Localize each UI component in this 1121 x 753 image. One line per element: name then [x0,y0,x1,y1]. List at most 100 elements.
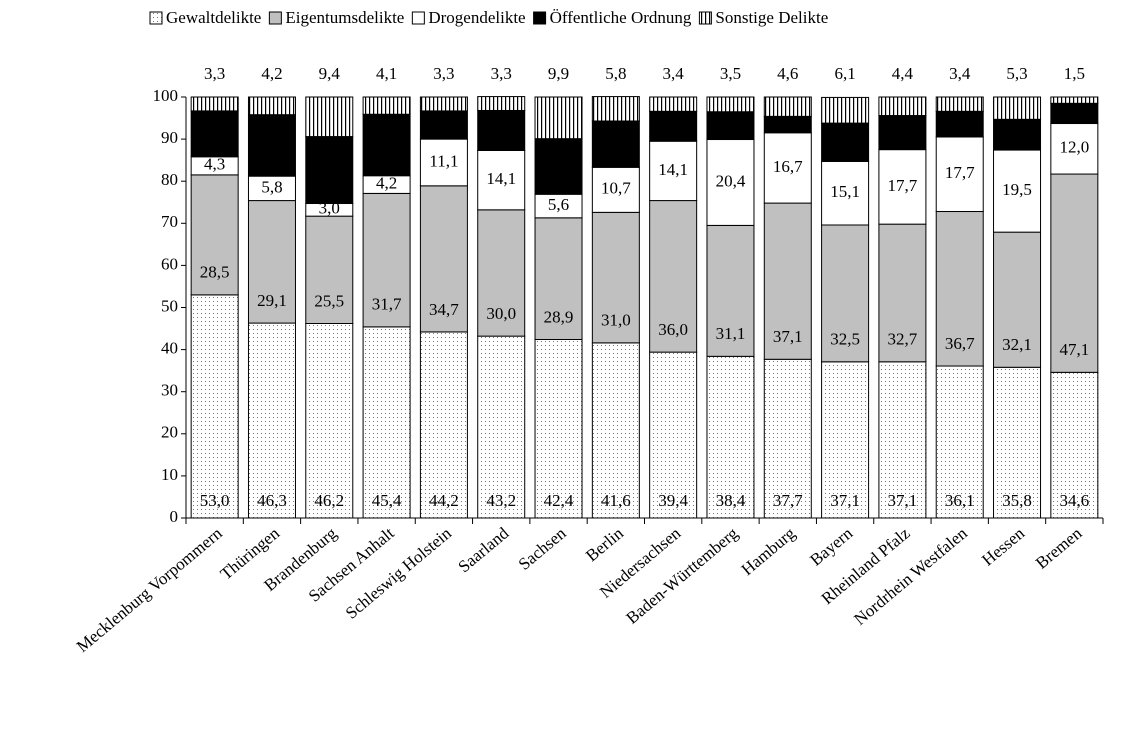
value-label: 46,3 [257,491,287,510]
bar-segment [878,361,927,519]
value-label: 37,1 [830,491,860,510]
bar-segment [649,96,698,112]
y-tick-label: 40 [161,339,178,358]
value-label: 20,4 [716,171,746,190]
bar-segment [935,96,984,112]
value-label: 35,8 [1002,491,1032,510]
legend-label: Eigentumsdelikte [285,8,404,27]
bar-segment [706,139,755,226]
value-label: 13,2 [544,155,574,174]
bar-segment [419,138,468,187]
bar-segment [247,114,296,177]
y-tick-label: 80 [161,170,178,189]
bar-segment [247,200,296,324]
y-tick-label: 30 [161,381,178,400]
legend-label: Öffentliche Ordnung [550,8,692,27]
legend-label: Drogendelikte [428,8,525,27]
x-tick-label: Bayern [806,523,856,569]
value-label: 7,1 [663,115,684,134]
y-tick-label: 10 [161,465,178,484]
bar-segment [821,361,870,519]
bar-segment [362,192,411,328]
bar-segment [591,166,640,213]
value-label: 7,3 [1006,124,1027,143]
bar-segment [247,96,296,116]
bar-segment [477,96,526,111]
value-label: 6,6 [720,115,741,134]
value-label: 6,1 [834,64,855,83]
value-label: 4,8 [1064,102,1085,121]
value-label: 11,1 [429,151,458,170]
value-label: 15,1 [830,182,860,201]
legend-swatch [149,11,163,25]
value-label: 47,1 [1059,340,1089,359]
value-label: 14,1 [486,169,516,188]
value-label: 3,9 [777,113,798,132]
bar-segment [1050,96,1099,104]
bar-segment [763,358,812,519]
value-label: 6,7 [433,114,455,133]
bar-segment [821,160,870,226]
bar-segment [477,335,526,519]
value-label: 30,0 [486,304,516,323]
value-label: 9,4 [319,64,341,83]
bar-segment [821,96,870,124]
x-tick-label: Sachsen [515,523,570,574]
value-label: 31,0 [601,311,631,330]
value-label: 31,1 [716,324,746,343]
value-label: 25,5 [314,291,344,310]
bar-segment [935,136,984,213]
bar-segment [534,138,583,195]
bar-segment [706,224,755,357]
value-label: 36,7 [945,334,975,353]
bar-segment [706,111,755,141]
value-label: 37,7 [773,491,803,510]
legend-swatch [268,11,282,25]
bar-segment [305,136,354,205]
value-label: 5,3 [1006,64,1027,83]
y-tick-label: 20 [161,423,178,442]
value-label: 10,9 [200,123,230,142]
y-tick-label: 60 [161,254,178,273]
bar-segment [305,322,354,519]
value-label: 31,7 [372,295,402,314]
bar-segment [591,96,640,122]
bar-segment [477,149,526,211]
bar-segment [706,355,755,519]
x-tick-label: Hessen [978,523,1028,569]
bar-segment [419,96,468,112]
value-label: 39,4 [658,491,688,510]
value-label: 38,4 [716,491,746,510]
value-label: 12,0 [1059,138,1089,157]
value-label: 3,3 [204,64,225,83]
legend-swatch [698,11,712,25]
bar-segment [419,331,468,519]
legend-swatch [411,11,425,25]
y-tick-label: 0 [170,507,179,526]
bar-segment [534,338,583,519]
bar-segment [362,326,411,519]
value-label: 9,5 [491,119,512,138]
value-label: 34,6 [1059,491,1089,510]
bar-segment [763,132,812,204]
bar-segment [878,96,927,117]
bar-segment [247,322,296,519]
value-label: 28,9 [544,307,574,326]
value-label: 9,9 [548,64,569,83]
y-tick-label: 50 [161,296,178,315]
bar-segment [362,113,411,177]
y-tick-label: 100 [153,86,179,105]
value-label: 4,3 [204,155,225,174]
bar-segment [649,110,698,142]
bar-segment [878,149,927,225]
value-label: 46,2 [314,491,344,510]
value-label: 37,1 [773,327,803,346]
bar-segment [649,200,698,353]
x-tick-label: Hamburg [738,523,800,579]
y-tick-label: 90 [161,128,178,147]
x-tick-label: Saarland [455,523,513,576]
bar-segment [534,96,583,140]
value-label: 10,7 [601,179,631,198]
x-tick-label: Mecklenburg Vorpommern [73,523,226,656]
